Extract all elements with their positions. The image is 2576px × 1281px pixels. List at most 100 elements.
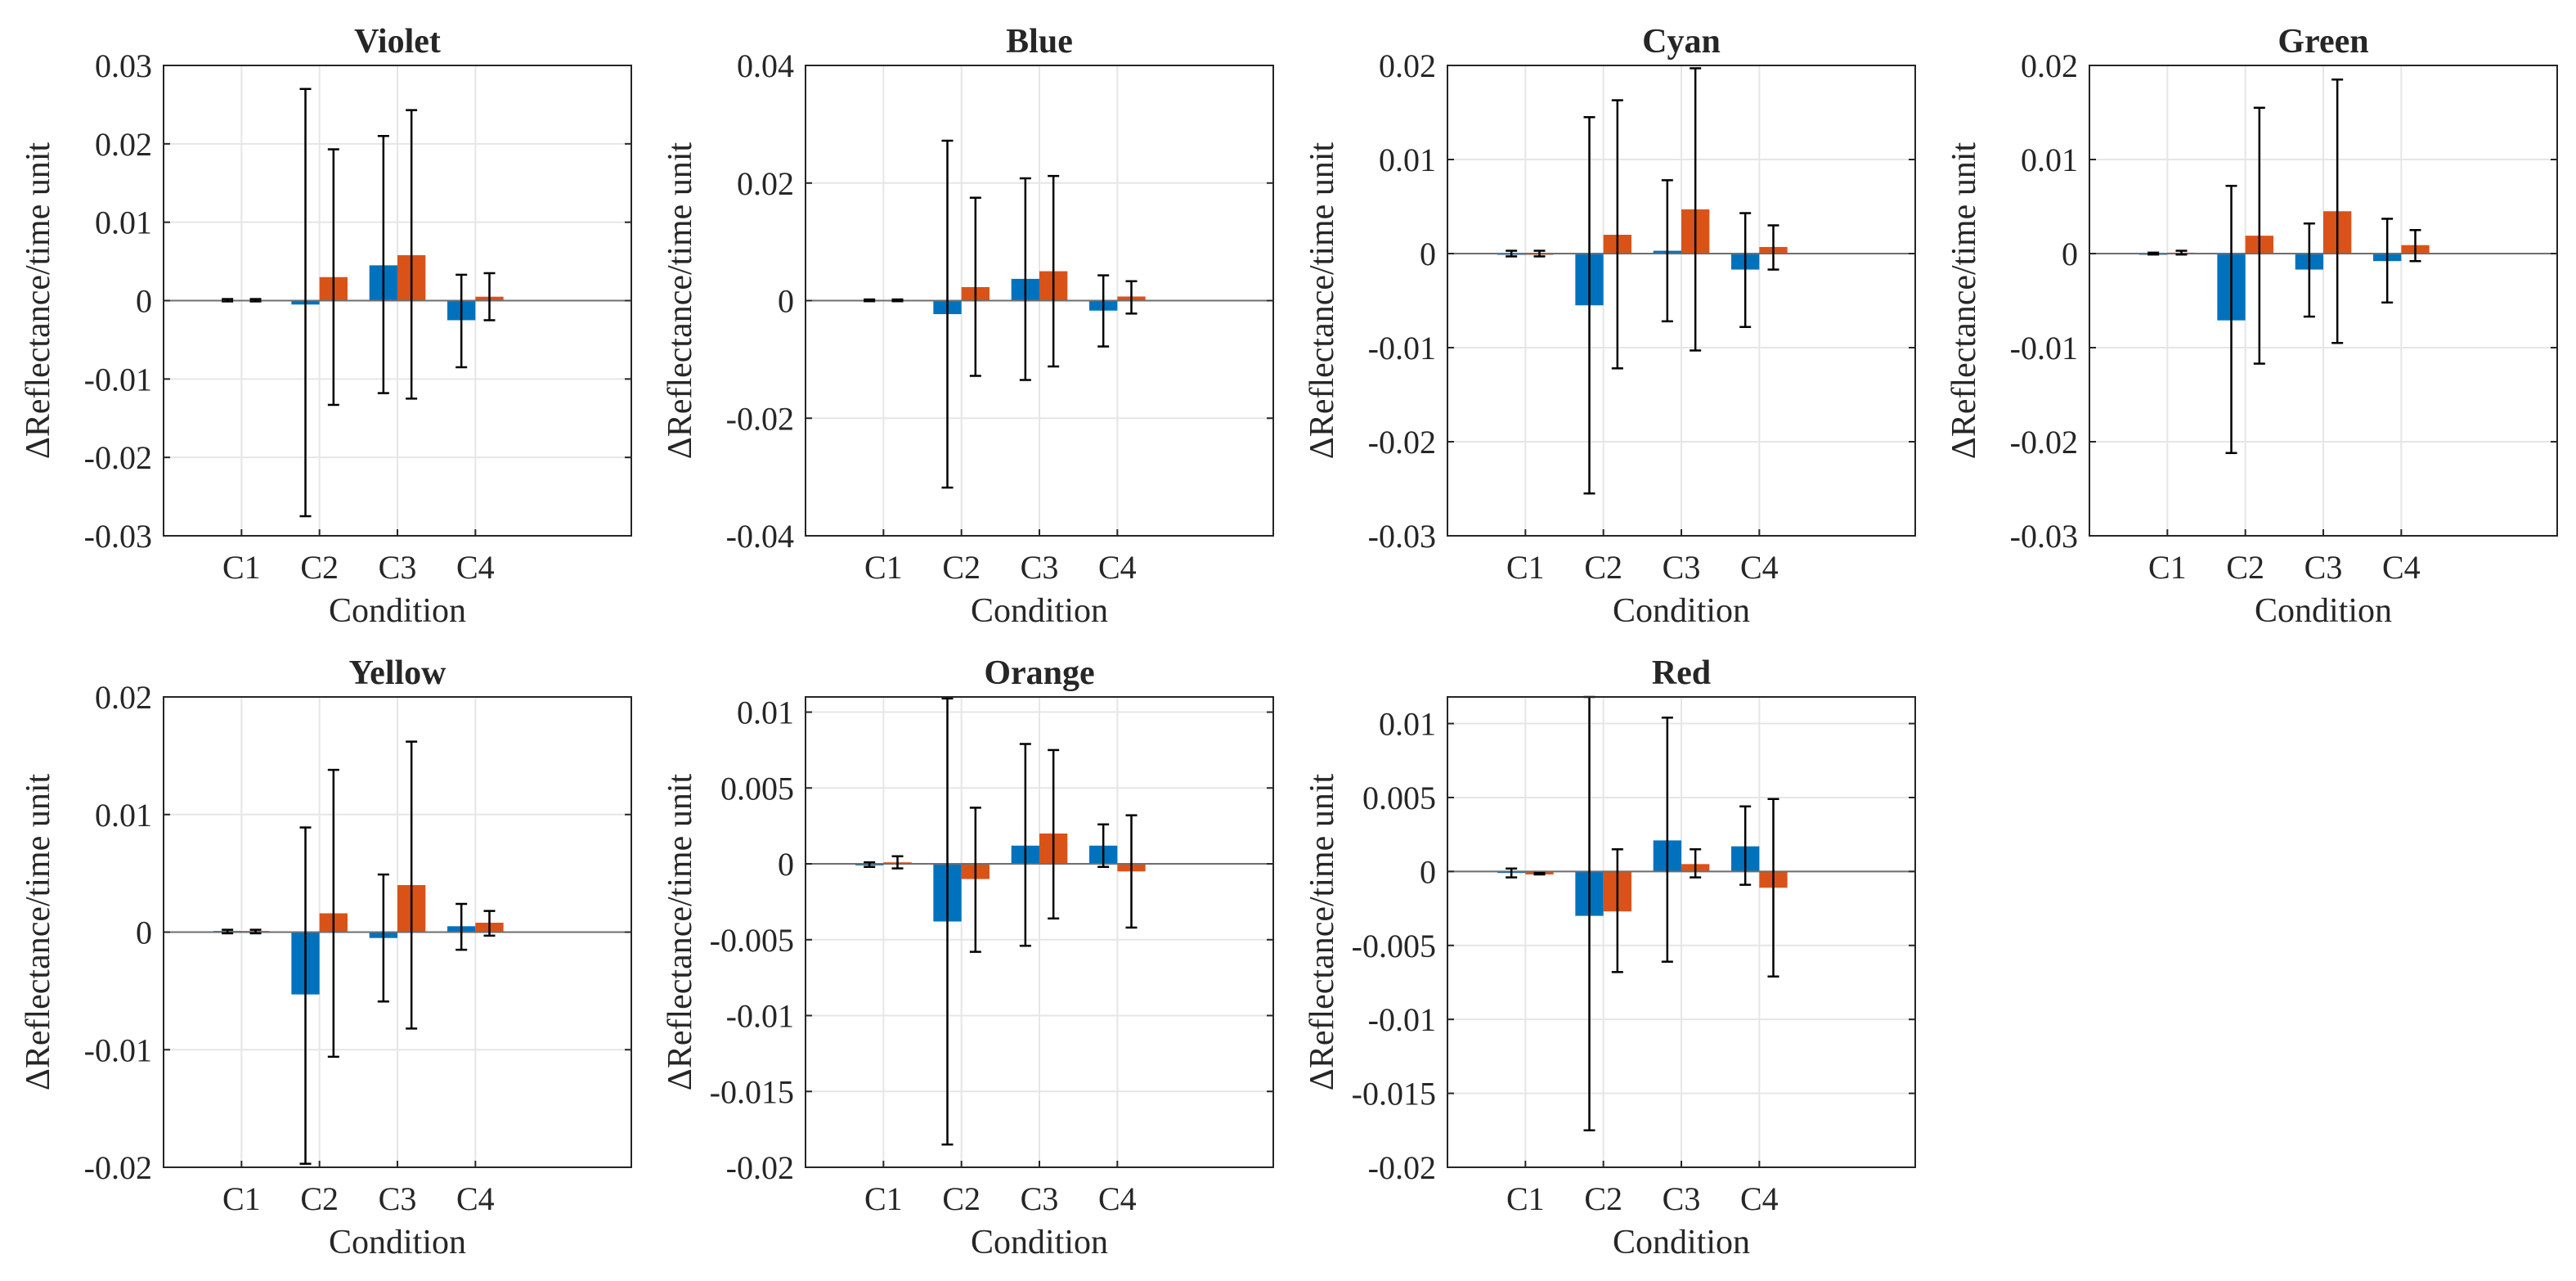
y-tick-label: -0.015 — [710, 1073, 794, 1110]
y-tick-label: 0.02 — [1379, 47, 1436, 84]
chart-title: Cyan — [1642, 23, 1721, 61]
chart-title: Orange — [984, 654, 1094, 692]
x-tick-label: C4 — [456, 1180, 495, 1217]
y-tick-label: -0.01 — [1368, 330, 1436, 366]
y-tick-label: -0.02 — [1368, 424, 1436, 461]
y-axis-label: ΔReflectance/time unit — [20, 142, 57, 459]
x-axis-label: Condition — [971, 592, 1108, 630]
x-axis-label: Condition — [971, 1224, 1108, 1261]
y-tick-label: 0 — [778, 846, 794, 883]
y-tick-label: -0.005 — [1352, 928, 1436, 964]
y-tick-label: -0.015 — [1352, 1076, 1436, 1112]
y-axis-label: ΔReflectance/time unit — [662, 773, 699, 1090]
x-tick-label: C3 — [1021, 1180, 1059, 1217]
x-tick-label: C1 — [222, 549, 261, 586]
x-tick-label: C2 — [1584, 1180, 1622, 1217]
x-tick-label: C4 — [1098, 1180, 1137, 1217]
y-tick-label: 0 — [2062, 236, 2078, 272]
y-tick-label: 0.03 — [95, 47, 152, 84]
y-tick-label: 0.01 — [737, 694, 794, 731]
y-tick-label: -0.04 — [726, 518, 794, 555]
y-tick-label: 0.04 — [737, 47, 794, 84]
y-axis-label: ΔReflectance/time unit — [1304, 773, 1341, 1090]
x-tick-label: C3 — [1663, 549, 1701, 586]
y-tick-label: -0.01 — [84, 361, 152, 398]
y-tick-label: -0.01 — [2010, 330, 2078, 366]
y-axis-label: ΔReflectance/time unit — [1304, 142, 1341, 459]
x-tick-label: C4 — [456, 549, 495, 586]
y-tick-label: -0.02 — [726, 1149, 794, 1186]
y-tick-label: -0.03 — [1368, 518, 1436, 555]
y-tick-label: -0.02 — [84, 439, 152, 476]
x-axis-label: Condition — [329, 592, 466, 630]
y-tick-label: 0 — [136, 915, 152, 951]
y-tick-label: -0.03 — [84, 518, 152, 555]
x-tick-label: C1 — [1506, 549, 1545, 586]
chart-panel-green: 0.02 0.01 0 -0.01 -0.02 -0.03 C1 C2 C3 C4 Green Con… — [1945, 23, 2558, 630]
x-tick-label: C3 — [2304, 549, 2343, 586]
x-tick-label: C2 — [942, 549, 981, 586]
x-tick-label: C4 — [1740, 1180, 1779, 1217]
chart-title: Violet — [354, 23, 441, 61]
x-tick-label: C2 — [1584, 549, 1622, 586]
chart-title: Green — [2278, 23, 2368, 61]
y-tick-label: 0.02 — [95, 679, 152, 716]
x-tick-label: C4 — [1098, 549, 1137, 586]
y-tick-label: -0.02 — [726, 400, 794, 437]
x-tick-label: C4 — [1740, 549, 1779, 586]
y-tick-label: -0.005 — [710, 922, 794, 959]
x-tick-label: C1 — [864, 1180, 903, 1217]
y-tick-label: 0.02 — [2021, 47, 2078, 84]
y-axis-label: ΔReflectance/time unit — [20, 773, 57, 1090]
y-tick-label: -0.02 — [2010, 424, 2078, 461]
x-tick-label: C1 — [2148, 549, 2187, 586]
x-tick-label: C3 — [1021, 549, 1059, 586]
x-axis-label: Condition — [1613, 1224, 1750, 1261]
y-tick-label: 0.01 — [95, 205, 152, 241]
y-tick-label: 0 — [1420, 853, 1436, 890]
y-tick-label: 0.005 — [1362, 780, 1436, 816]
y-axis-label: ΔReflectance/time unit — [662, 142, 699, 459]
y-tick-label: 0.01 — [2021, 142, 2078, 178]
x-axis-label: Condition — [1613, 592, 1750, 630]
y-tick-label: 0.01 — [1379, 142, 1436, 178]
y-tick-label: 0 — [778, 283, 794, 320]
y-tick-label: -0.02 — [84, 1149, 152, 1186]
chart-title: Red — [1652, 654, 1711, 692]
x-tick-label: C2 — [300, 1180, 339, 1217]
chart-title: Yellow — [349, 654, 447, 692]
x-tick-label: C1 — [864, 549, 903, 586]
x-tick-label: C3 — [1663, 1180, 1701, 1217]
y-tick-label: -0.01 — [1368, 1001, 1436, 1038]
y-tick-label: 0.02 — [95, 126, 152, 163]
chart-panel-orange: 0.01 0.005 0 -0.005 -0.01 -0.015 -0.02 C1 C2 C3 C4… — [662, 654, 1274, 1261]
y-tick-label: 0.01 — [1379, 706, 1436, 743]
x-tick-label: C4 — [2382, 549, 2421, 586]
y-tick-label: -0.03 — [2010, 518, 2078, 555]
y-tick-label: 0.01 — [95, 797, 152, 834]
x-tick-label: C2 — [300, 549, 339, 586]
x-tick-label: C2 — [942, 1180, 981, 1217]
chart-panel-violet: 0.03 0.02 0.01 0 -0.01 -0.02 -0.03 C1 C2 C3 C4 Viol… — [20, 23, 632, 630]
x-axis-label: Condition — [329, 1224, 466, 1261]
y-tick-label: -0.01 — [726, 998, 794, 1035]
y-tick-label: 0.02 — [737, 165, 794, 202]
chart-panel-blue: 0.04 0.02 0 -0.02 -0.04 C1 C2 C3 C4 Blue Condition… — [662, 23, 1274, 630]
x-tick-label: C3 — [379, 1180, 417, 1217]
x-tick-label: C1 — [1506, 1180, 1545, 1217]
chart-title: Blue — [1006, 23, 1073, 61]
y-tick-label: 0 — [136, 283, 152, 320]
chart-panel-cyan: 0.02 0.01 0 -0.01 -0.02 -0.03 C1 C2 C3 C4 Cyan Cond… — [1304, 23, 1916, 630]
y-axis-label: ΔReflectance/time unit — [1945, 142, 1983, 459]
chart-panel-yellow: 0.02 0.01 0 -0.01 -0.02 C1 C2 C3 C4 Yellow Conditi… — [20, 654, 632, 1261]
x-tick-label: C2 — [2226, 549, 2264, 586]
chart-panel-red: 0.01 0.005 0 -0.005 -0.01 -0.015 -0.02 C1 C2 C3 C4… — [1304, 654, 1916, 1261]
x-axis-label: Condition — [2255, 592, 2392, 630]
y-tick-label: 0 — [1420, 236, 1436, 272]
y-tick-label: 0.005 — [720, 770, 794, 807]
x-tick-label: C3 — [379, 549, 417, 586]
x-tick-label: C1 — [222, 1180, 261, 1217]
y-tick-label: -0.01 — [84, 1032, 152, 1068]
y-tick-label: -0.02 — [1368, 1149, 1436, 1186]
